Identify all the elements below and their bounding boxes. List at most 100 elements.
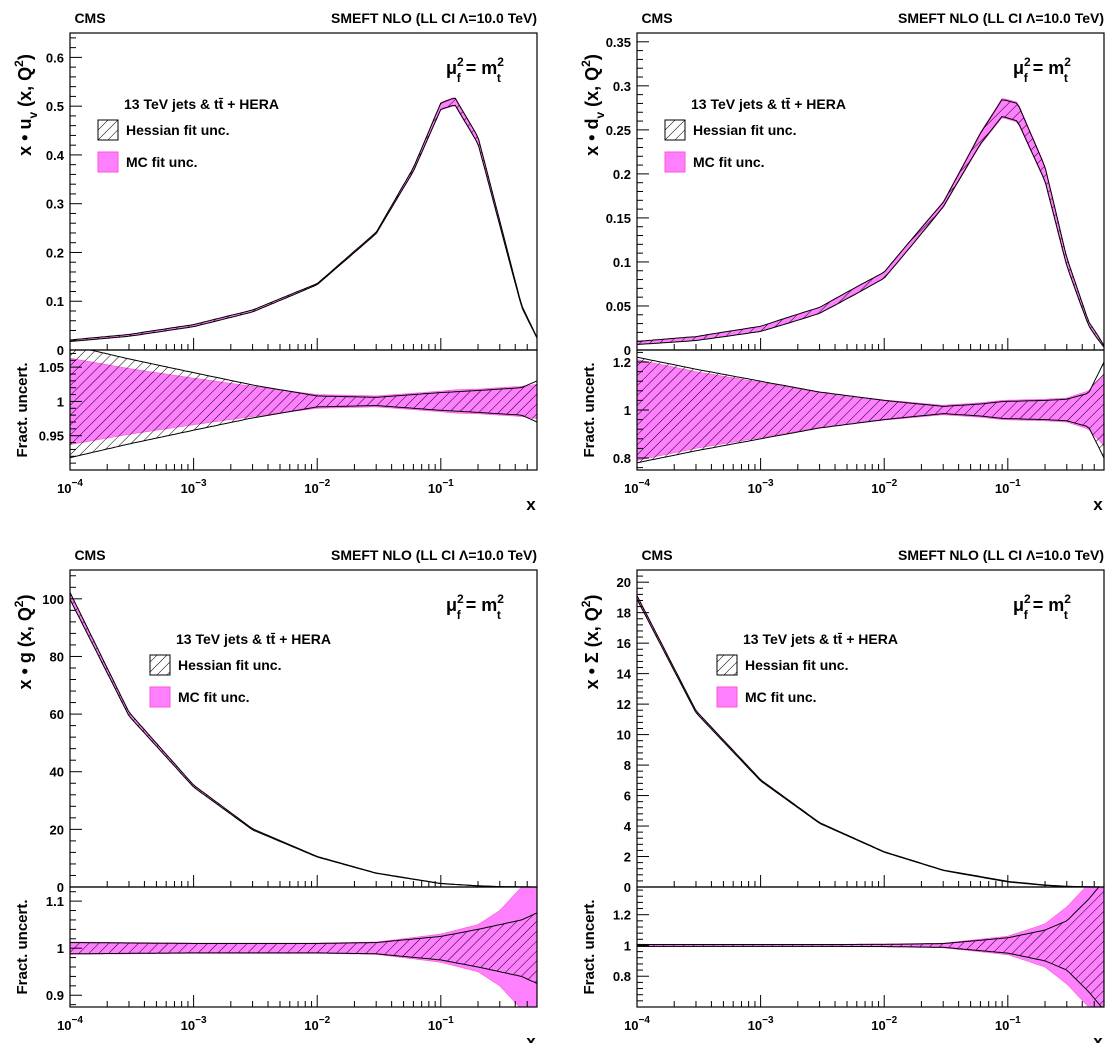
ratio-band-group xyxy=(637,887,1104,1007)
y-tick-label: 100 xyxy=(42,592,64,607)
pdf-band-group xyxy=(70,592,537,887)
pdf-band-group xyxy=(637,594,1104,887)
x-tick-label: 10−4 xyxy=(624,1015,650,1033)
ratio-tick-label: 1.2 xyxy=(613,355,631,370)
legend-mc-label: MC fit unc. xyxy=(745,689,817,705)
y-tick-label: 20 xyxy=(617,575,631,590)
scale-label: μ2 f = m2 t xyxy=(446,55,504,85)
x-tick-label: 10−1 xyxy=(995,478,1021,496)
y-tick-label: 0.15 xyxy=(606,211,631,226)
ratio-hessian-band xyxy=(637,357,1104,463)
ratio-band-group xyxy=(637,356,1104,464)
legend-hessian-label: Hessian fit unc. xyxy=(178,657,281,673)
legend-mc-label: MC fit unc. xyxy=(693,154,765,170)
chart-panel-g: 10−4 10−3 10−2 10−1 x 0 20 40 60 80 100 0.9 1 1.1 x • … xyxy=(12,547,538,1048)
main-plot-frame xyxy=(636,32,1105,351)
ratio-hessian-band xyxy=(70,912,537,984)
y-tick-label: 0.3 xyxy=(613,79,631,94)
legend-title: 13 TeV jets & tt̄ + HERA xyxy=(691,96,846,112)
y-tick-label: 0.1 xyxy=(613,255,631,270)
legend-mc-label: MC fit unc. xyxy=(126,154,198,170)
x-axis-label: x xyxy=(1093,1032,1103,1043)
legend-mc-swatch xyxy=(664,151,686,173)
legend: 13 TeV jets & tt̄ + HERA Hessian fit unc.… xyxy=(149,631,331,708)
x-tick-label: 10−4 xyxy=(57,478,83,496)
x-tick-label: 10−1 xyxy=(995,1015,1021,1033)
ratio-hessian-lower xyxy=(70,952,537,984)
y-tick-label: 80 xyxy=(50,649,64,664)
x-tick-label: 10−4 xyxy=(624,478,650,496)
x-tick-label: 10−1 xyxy=(428,1015,454,1033)
y-tick-label: 0 xyxy=(624,343,631,358)
x-tick-label: 10−3 xyxy=(181,1015,207,1033)
x-tick-label: 10−2 xyxy=(304,478,330,496)
y-tick-label: 12 xyxy=(617,697,631,712)
y-tick-label: 0.25 xyxy=(606,123,631,138)
x-tick-label: 10−2 xyxy=(304,1015,330,1033)
x-axis-label: x xyxy=(1093,495,1103,514)
y-axis-label: x • dv (x, Q2) xyxy=(579,54,607,156)
hessian-lower-edge xyxy=(70,104,537,342)
ratio-hessian-band xyxy=(70,350,537,458)
y-tick-label: 0.35 xyxy=(606,35,631,50)
y-axis-label: x • uv (x, Q2) xyxy=(12,54,40,156)
cms-label: CMS xyxy=(74,10,105,26)
y-tick-label: 60 xyxy=(50,707,64,722)
legend-hessian-swatch xyxy=(97,119,119,141)
x-tick-label: 10−3 xyxy=(181,478,207,496)
y-tick-label: 18 xyxy=(617,606,631,621)
x-axis-label: x xyxy=(526,1032,536,1043)
ratio-hessian-upper xyxy=(637,356,1104,407)
legend-mc-swatch xyxy=(97,151,119,173)
y-axis-label: x • g (x, Q2) xyxy=(12,594,35,689)
ratio-plot-frame xyxy=(69,349,538,471)
chart-panel-sigma: 10−4 10−3 10−2 10−1 x 0 2 4 6 8 10 12 14 16 18 20 0.8 1 1.… xyxy=(579,547,1105,1048)
cms-label: CMS xyxy=(641,547,672,563)
ratio-tick-label: 0.9 xyxy=(46,988,64,1003)
ratio-plot-frame xyxy=(636,886,1105,1008)
x-axis-label: x xyxy=(526,495,536,514)
x-tick-label: 10−4 xyxy=(57,1015,83,1033)
ratio-y-axis-label: Fract. uncert. xyxy=(14,362,31,457)
chart-panel-uv: 10−4 10−3 10−2 10−1 x 0 0.1 0.2 0.3 0.4 0.5 0.6 0.95… xyxy=(12,10,538,514)
ratio-tick-label: 0.8 xyxy=(613,969,631,984)
legend-hessian-swatch xyxy=(716,654,738,676)
ratio-tick-label: 1.2 xyxy=(613,908,631,923)
y-tick-label: 0.4 xyxy=(46,148,65,163)
y-tick-label: 0.05 xyxy=(606,299,631,314)
ratio-tick-label: 0.8 xyxy=(613,451,631,466)
x-tick-label: 10−2 xyxy=(871,478,897,496)
ratio-y-axis-label: Fract. uncert. xyxy=(14,899,31,994)
hessian-lower-edge xyxy=(637,598,1104,887)
ratio-y-axis-label: Fract. uncert. xyxy=(581,362,598,457)
x-tick-label: 10−3 xyxy=(748,478,774,496)
ratio-hessian-band xyxy=(637,887,1104,1007)
x-tick-label: 10−2 xyxy=(871,1015,897,1033)
hessian-lower-edge xyxy=(70,599,537,887)
legend-mc-swatch xyxy=(716,686,738,708)
y-tick-label: 0.5 xyxy=(46,99,64,114)
ratio-tick-label: 1 xyxy=(624,938,631,953)
cms-label: CMS xyxy=(641,10,672,26)
main-plot-frame xyxy=(69,32,538,351)
y-tick-label: 8 xyxy=(624,758,631,773)
y-axis-label: x • Σ (x, Q2) xyxy=(579,595,602,690)
pdf-band-group xyxy=(637,98,1104,348)
legend-hessian-label: Hessian fit unc. xyxy=(745,657,848,673)
scale-label: μ2 f = m2 t xyxy=(446,592,504,622)
ratio-hessian-upper xyxy=(70,912,537,944)
y-tick-label: 6 xyxy=(624,789,631,804)
cms-label: CMS xyxy=(74,547,105,563)
smeft-header: SMEFT NLO (LL CI Λ=10.0 TeV) xyxy=(331,10,537,26)
chart-panel-dv: 10−4 10−3 10−2 10−1 x 0 0.05 0.1 0.15 0.2 0.25 0.3 0… xyxy=(579,10,1105,514)
hessian-upper-edge xyxy=(70,97,537,341)
y-tick-label: 0 xyxy=(57,880,64,895)
ratio-band-group xyxy=(70,350,537,459)
y-tick-label: 16 xyxy=(617,636,631,651)
y-tick-label: 0.3 xyxy=(46,197,64,212)
x-tick-label: 10−1 xyxy=(428,478,454,496)
hessian-upper-edge xyxy=(637,595,1104,887)
ratio-tick-label: 1 xyxy=(57,941,64,956)
legend: 13 TeV jets & tt̄ + HERA Hessian fit unc.… xyxy=(97,96,279,173)
